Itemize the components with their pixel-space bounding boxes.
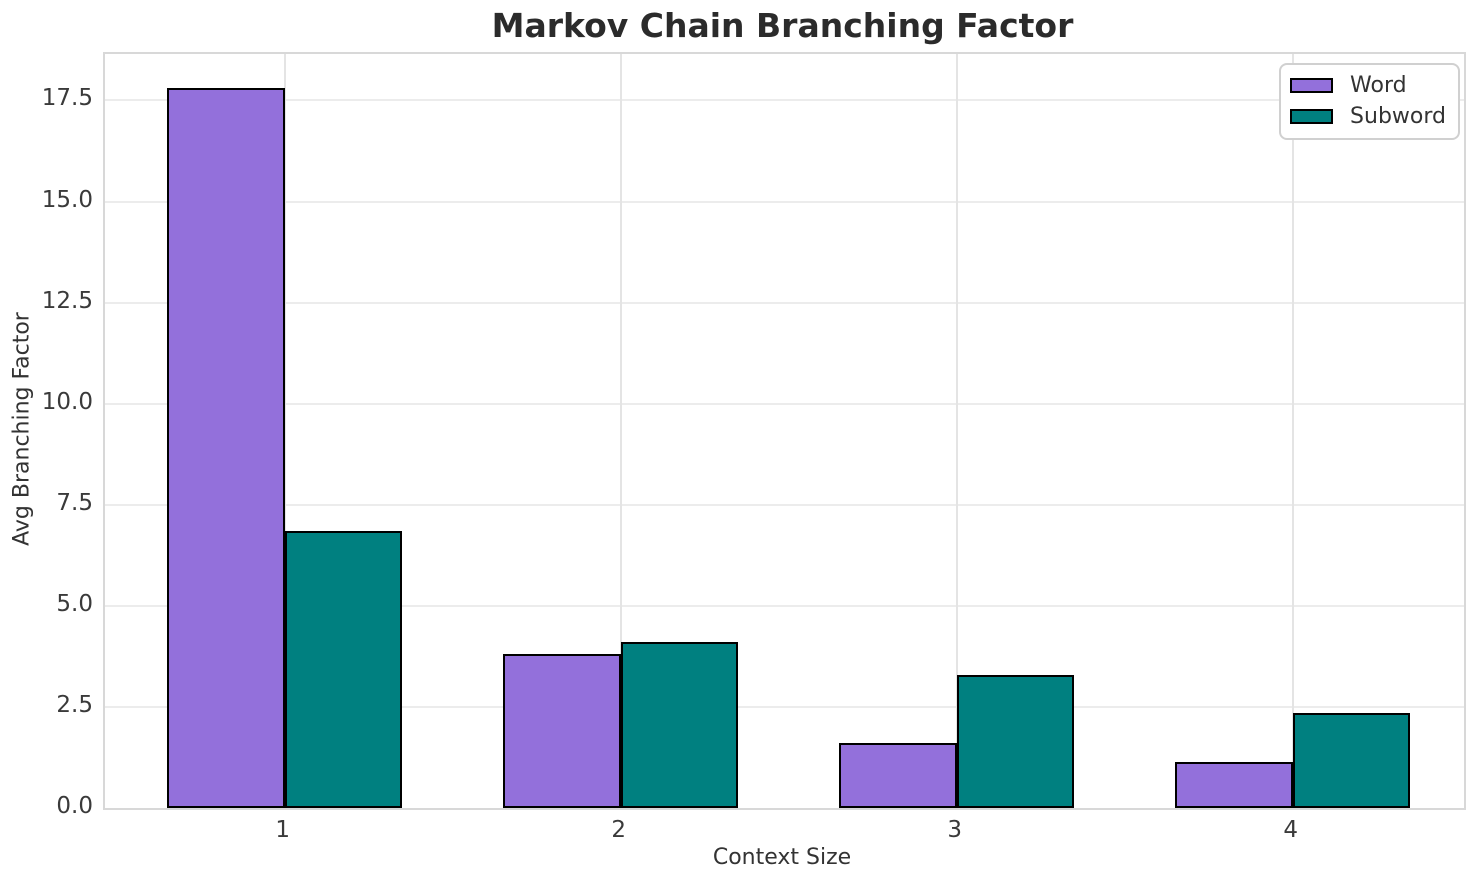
- bar-word-context-4: [1175, 761, 1293, 808]
- legend-label: Word: [1350, 73, 1407, 98]
- legend-label: Subword: [1350, 104, 1446, 130]
- chart-title: Markov Chain Branching Factor: [491, 6, 1074, 45]
- gridline-vertical: [283, 54, 286, 808]
- bar-word-context-1: [167, 88, 285, 808]
- y-tick-label: 10.0: [41, 388, 93, 415]
- gridline-vertical: [1291, 54, 1294, 808]
- y-tick-label: 15.0: [41, 186, 93, 213]
- y-tick-label: 12.5: [41, 287, 93, 314]
- x-tick-label: 2: [611, 817, 627, 843]
- bar-subword-context-1: [284, 531, 403, 808]
- gridline-horizontal: [105, 503, 1464, 506]
- bar-subword-context-3: [956, 674, 1075, 808]
- bar-word-context-2: [503, 654, 621, 808]
- x-tick-label: 3: [947, 817, 962, 843]
- legend-swatch-word: [1290, 78, 1334, 94]
- gridline-horizontal: [105, 604, 1464, 607]
- gridline-vertical: [619, 54, 622, 808]
- y-tick-label: 5.0: [56, 590, 93, 617]
- legend-entry-subword: Subword: [1290, 104, 1446, 129]
- gridline-horizontal: [105, 301, 1464, 304]
- plot-area: Word Subword: [103, 52, 1466, 810]
- bar-subword-context-2: [620, 642, 739, 808]
- legend-entry-word: Word: [1290, 73, 1446, 98]
- x-tick-label: 1: [275, 817, 291, 843]
- y-tick-label: 17.5: [41, 85, 93, 112]
- y-tick-label: 7.5: [56, 489, 93, 516]
- bar-word-context-3: [839, 743, 957, 808]
- legend-swatch-subword: [1290, 109, 1334, 125]
- y-tick-label: 2.5: [56, 691, 93, 718]
- legend: Word Subword: [1279, 63, 1460, 140]
- y-tick-label: 0.0: [56, 793, 93, 819]
- y-axis-label: Avg Branching Factor: [9, 312, 35, 546]
- gridline-horizontal: [105, 705, 1464, 708]
- gridline-horizontal: [105, 402, 1464, 405]
- x-axis-label: Context Size: [712, 845, 852, 870]
- gridline-vertical: [955, 54, 958, 808]
- gridline-horizontal: [105, 200, 1464, 203]
- x-tick-label: 4: [1283, 817, 1298, 843]
- bar-subword-context-4: [1292, 713, 1411, 808]
- gridline-horizontal: [105, 99, 1464, 102]
